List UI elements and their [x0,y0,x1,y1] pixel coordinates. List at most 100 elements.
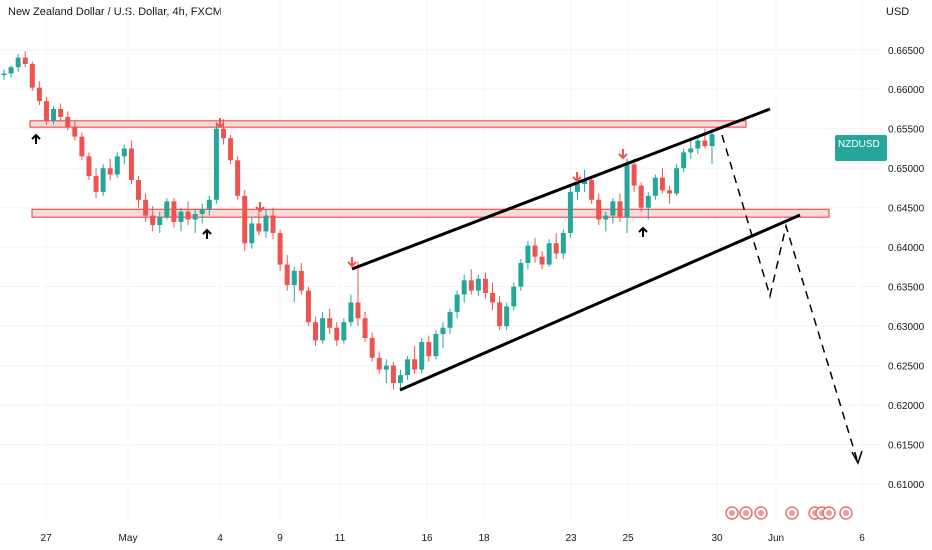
candle-body [65,116,71,128]
candle [539,251,545,270]
candle [369,332,375,362]
candle [589,176,595,204]
candle-body [610,201,616,216]
candle [390,361,396,390]
candle-body [121,148,127,157]
candle-body [136,180,142,200]
candle-body [171,201,177,222]
candle-body [362,318,368,338]
resistance-zone [29,120,747,128]
candle-body [440,327,446,335]
y-tick-label: 0.61000 [888,480,925,491]
candle-body [482,278,488,293]
badge-price: 0.65430 [889,139,926,150]
red-down-arrow [215,118,225,129]
candle-body [185,211,191,220]
candle [242,190,248,252]
arrow-markers [31,118,648,268]
candle-body [100,168,106,192]
candle [553,232,559,260]
candle-body [681,152,687,169]
candle [709,128,715,165]
candle [610,198,616,224]
candle [213,122,219,204]
candle [121,144,127,165]
candle [320,311,326,344]
candle-body [405,359,411,376]
candle [688,140,694,159]
candle-body [596,199,602,220]
candle [603,211,609,232]
candle-body [652,177,658,196]
event-flag-icon [754,506,768,520]
candle [256,211,262,236]
candle [228,135,234,165]
candle [405,356,411,380]
channel-upper-line [351,107,771,271]
candle [150,206,156,232]
projection-arrowhead [851,450,863,465]
candle [468,269,474,295]
channel-lower-line [399,213,801,392]
candle [461,274,467,303]
candle-body [461,280,467,295]
price-axis: 0.66500 0.66000 0.65500 0.65000 0.64500 0.640… [888,46,925,491]
candle-body [1,73,7,76]
candle [475,274,481,297]
candle [107,158,113,181]
candle-body [72,127,78,137]
candle [298,262,304,295]
event-flag-icon [822,506,836,520]
y-tick-label: 0.65500 [888,125,925,136]
candle [235,156,241,200]
candle [560,229,566,260]
candle-body [178,211,184,222]
candle [497,296,503,331]
chart-title: New Zealand Dollar / U.S. Dollar, 4h, FX… [8,6,222,18]
candle [567,185,573,238]
candle-body [638,185,644,208]
candle [645,191,651,220]
candle [518,259,524,291]
candle [192,209,198,233]
candle-body [43,101,49,121]
candle-body [390,365,396,384]
grid-layer [0,49,880,485]
x-tick-label: Jun [768,533,784,544]
candle [65,111,71,131]
candle-body [150,215,156,226]
event-flag-icon [839,506,853,520]
red-down-arrow [572,172,582,183]
candle-body [426,341,432,357]
candle [412,345,418,374]
candle-body [383,365,389,370]
candle-body [334,327,340,341]
candle-body [582,180,588,185]
y-tick-label: 0.61500 [888,441,925,452]
red-down-arrow [255,202,265,213]
candle-body [277,232,283,265]
candle-body [128,148,134,181]
candle-body [546,243,552,265]
candle-body [107,168,113,175]
candle-body [8,67,14,74]
candle [674,164,680,196]
candle-body [532,245,538,257]
candle-body [93,176,99,192]
x-tick-label: 11 [335,533,346,544]
candle-body [256,223,262,232]
candle [178,207,184,232]
candle-body [560,232,566,254]
y-tick-label: 0.66500 [888,46,925,57]
candle [51,106,57,125]
candle [100,164,106,196]
candle-body [235,160,241,196]
candle [334,322,340,346]
badge-countdown: 03:25:06 [889,150,928,161]
candle-body [617,201,623,218]
candle-body [525,245,531,263]
candle [249,217,255,249]
candle-body [157,217,163,226]
